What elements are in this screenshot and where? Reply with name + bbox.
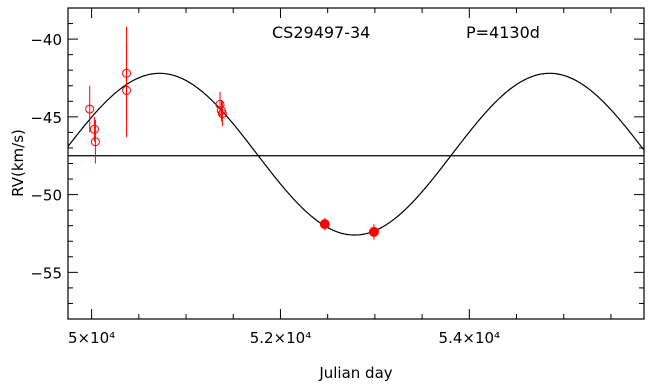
x-axis-label: Julian day: [318, 364, 392, 382]
x-tick-label: 5.2×10⁴: [250, 329, 312, 347]
rv-point-open: [215, 99, 225, 109]
y-tick-label: −50: [30, 187, 62, 205]
rv-point-filled: [319, 219, 330, 230]
tick-labels: 5×10⁴ 5.2×10⁴ 5.4×10⁴ −40 −45 −50 −55: [30, 31, 500, 347]
y-tick-label: −40: [30, 31, 62, 49]
rv-point-open: [122, 85, 132, 95]
x-tick-label: 5×10⁴: [68, 329, 115, 347]
y-tick-label: −45: [30, 109, 62, 127]
axis-ticks: [68, 7, 644, 320]
rv-point-open: [90, 137, 100, 147]
x-tick-label: 5.4×10⁴: [439, 329, 501, 347]
rv-point-open: [85, 104, 95, 114]
data-points: [85, 26, 379, 240]
y-tick-label: −55: [30, 264, 62, 282]
y-axis-label: RV(km/s): [9, 129, 27, 197]
plot-frame: [67, 7, 645, 320]
period-title: P=4130d: [466, 23, 540, 42]
orbit-fit-curve: [67, 72, 645, 236]
rv-point-open: [89, 124, 99, 134]
rv-point-open: [217, 109, 227, 119]
star-name-title: CS29497-34: [272, 23, 370, 42]
rv-point-filled: [368, 226, 379, 237]
